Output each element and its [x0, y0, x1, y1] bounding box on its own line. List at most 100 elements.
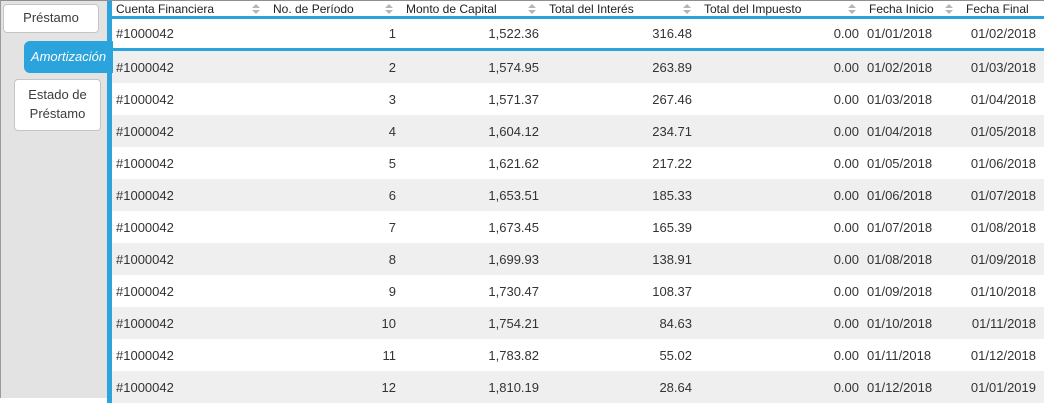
table-cell: #1000042	[116, 123, 174, 139]
table-cell: 01/01/2018	[867, 26, 933, 41]
table-cell: 1	[388, 26, 396, 41]
table-cell: 0.00	[833, 219, 859, 235]
column-header-1[interactable]: Cuenta Financiera	[112, 1, 265, 16]
table-cell: 3	[388, 91, 396, 107]
sort-icon[interactable]	[848, 3, 856, 14]
table-row[interactable]: #1000042 2 1,574.95 263.89 0.00 01/02/2018 01/…	[112, 51, 1044, 83]
table-row[interactable]: #1000042 6 1,653.51 185.33 0.00 01/06/2018 01/…	[112, 179, 1044, 211]
table-cell: 0.00	[833, 155, 859, 171]
table-row[interactable]: #1000042 12 1,810.19 28.64 0.00 01/12/2018 01/…	[112, 371, 1044, 403]
table-cell: 01/03/2018	[867, 91, 933, 107]
table-cell: 267.46	[652, 91, 692, 107]
table-cell: #1000042	[116, 283, 174, 299]
sort-asc-arrow	[385, 3, 393, 8]
table-cell: 01/08/2018	[970, 219, 1036, 235]
column-header-2[interactable]: No. de Período	[265, 1, 398, 16]
column-header-label: Monto de Capital	[406, 1, 497, 16]
tab-amortizacion-active[interactable]: Amortización	[24, 41, 113, 73]
table-row[interactable]: #1000042 4 1,604.12 234.71 0.00 01/04/2018 01/…	[112, 115, 1044, 147]
column-header-7[interactable]: Fecha Final	[958, 1, 1044, 16]
table-cell: 1,522.36	[488, 26, 539, 41]
table-cell: 263.89	[652, 59, 692, 75]
table-cell: 1,730.47	[488, 283, 539, 299]
table-row[interactable]: #1000042 7 1,673.45 165.39 0.00 01/07/2018 01/…	[112, 211, 1044, 243]
table-cell: #1000042	[116, 59, 174, 75]
table-cell: 01/09/2018	[867, 283, 933, 299]
table-cell: 0.00	[833, 315, 859, 331]
sort-icon[interactable]	[683, 3, 691, 14]
sort-asc-arrow	[848, 3, 856, 8]
table-cell: #1000042	[116, 315, 174, 331]
sort-icon[interactable]	[528, 3, 536, 14]
tab-prestamo[interactable]: Préstamo	[3, 4, 99, 33]
table-cell: 01/04/2018	[867, 123, 933, 139]
table-cell: 01/06/2018	[970, 155, 1036, 171]
table-cell: 1,621.62	[488, 155, 539, 171]
table-cell: #1000042	[116, 91, 174, 107]
table-cell: 01/04/2018	[970, 91, 1036, 107]
table-row[interactable]: #1000042 3 1,571.37 267.46 0.00 01/03/2018 01/…	[112, 83, 1044, 115]
table-header-row: Cuenta Financiera No. de Período Monto de …	[112, 1, 1044, 16]
table-cell: 01/01/2019	[970, 379, 1036, 395]
table-cell: #1000042	[116, 26, 174, 41]
table-cell: 84.63	[659, 315, 692, 331]
table-cell: #1000042	[116, 251, 174, 267]
table-body: #1000042 1 1,522.36 316.48 0.00 01/01/2018 01/…	[112, 19, 1044, 403]
column-header-label: Total del Impuesto	[704, 1, 802, 16]
table-cell: 01/08/2018	[867, 251, 933, 267]
sort-icon[interactable]	[385, 3, 393, 14]
table-cell: 165.39	[652, 219, 692, 235]
table-cell: #1000042	[116, 155, 174, 171]
table-cell: 0.00	[833, 251, 859, 267]
sort-icon[interactable]	[252, 3, 260, 14]
table-cell: 01/02/2018	[867, 59, 933, 75]
sort-desc-arrow	[683, 9, 691, 14]
table-cell: 55.02	[659, 347, 692, 363]
table-cell: 0.00	[833, 59, 859, 75]
table-cell: 01/06/2018	[867, 187, 933, 203]
table-row[interactable]: #1000042 1 1,522.36 316.48 0.00 01/01/2018 01/…	[112, 19, 1044, 51]
table-cell: 6	[388, 187, 396, 203]
amortization-table: Cuenta Financiera No. de Período Monto de …	[112, 1, 1044, 403]
table-cell: 01/10/2018	[970, 283, 1036, 299]
column-header-4[interactable]: Total del Interés	[541, 1, 696, 16]
table-cell: 185.33	[652, 187, 692, 203]
table-cell: 28.64	[659, 379, 692, 395]
table-cell: #1000042	[116, 219, 174, 235]
table-cell: 01/10/2018	[867, 315, 933, 331]
table-cell: 217.22	[652, 155, 692, 171]
column-header-6[interactable]: Fecha Inicio	[861, 1, 958, 16]
table-cell: 1,653.51	[488, 187, 539, 203]
table-cell: 5	[388, 155, 396, 171]
column-header-5[interactable]: Total del Impuesto	[696, 1, 861, 16]
table-cell: 2	[388, 59, 396, 75]
sort-asc-arrow	[683, 3, 691, 8]
column-header-3[interactable]: Monto de Capital	[398, 1, 541, 16]
table-cell: 01/11/2018	[867, 347, 932, 363]
column-header-label: Cuenta Financiera	[116, 1, 215, 16]
column-header-label: Fecha Inicio	[869, 1, 934, 16]
active-tab-accent-bar	[107, 1, 112, 403]
table-cell: 0.00	[833, 91, 859, 107]
table-cell: 01/05/2018	[867, 155, 933, 171]
table-cell: 4	[388, 123, 396, 139]
table-cell: 316.48	[652, 26, 692, 41]
table-cell: 1,673.45	[488, 219, 539, 235]
window-top-border	[0, 0, 1044, 1]
table-row[interactable]: #1000042 10 1,754.21 84.63 0.00 01/10/2018 01/…	[112, 307, 1044, 339]
tab-estado-de-prestamo[interactable]: Estado de Préstamo	[14, 79, 101, 131]
table-cell: 10	[381, 315, 396, 331]
table-row[interactable]: #1000042 5 1,621.62 217.22 0.00 01/05/2018 01/…	[112, 147, 1044, 179]
sort-asc-arrow	[528, 3, 536, 8]
sort-desc-arrow	[528, 9, 536, 14]
table-cell: 01/07/2018	[867, 219, 933, 235]
table-cell: 7	[388, 219, 396, 235]
table-cell: 138.91	[652, 251, 692, 267]
table-row[interactable]: #1000042 8 1,699.93 138.91 0.00 01/08/2018 01/…	[112, 243, 1044, 275]
table-cell: 1,604.12	[488, 123, 539, 139]
table-cell: 1,574.95	[488, 59, 539, 75]
sort-asc-arrow	[945, 3, 953, 8]
sort-icon[interactable]	[945, 3, 953, 14]
table-row[interactable]: #1000042 11 1,783.82 55.02 0.00 01/11/2018 01/…	[112, 339, 1044, 371]
table-row[interactable]: #1000042 9 1,730.47 108.37 0.00 01/09/2018 01/…	[112, 275, 1044, 307]
